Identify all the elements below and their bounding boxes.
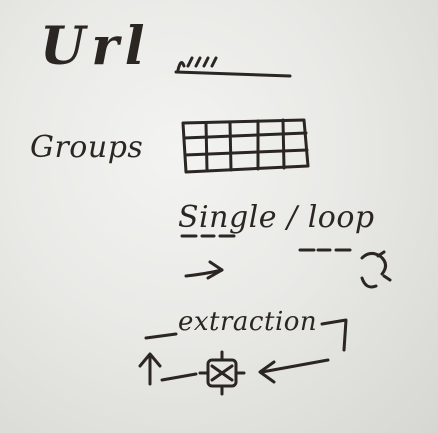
url-heading: Url bbox=[40, 16, 151, 77]
extraction-frame bbox=[144, 318, 348, 352]
left-arrow-sketch bbox=[258, 358, 330, 384]
groups-label: Groups bbox=[30, 130, 144, 165]
dashed-underline bbox=[180, 234, 352, 252]
loop-icon bbox=[360, 250, 392, 289]
extraction-label: extraction bbox=[178, 307, 318, 337]
gear-icon bbox=[198, 350, 246, 396]
up-arrow-sketch bbox=[138, 352, 198, 386]
url-bar-sketch bbox=[174, 56, 292, 78]
groups-grid-sketch bbox=[181, 118, 310, 174]
right-arrow-sketch bbox=[184, 260, 224, 280]
single-loop-label: Single / loop bbox=[178, 200, 375, 235]
